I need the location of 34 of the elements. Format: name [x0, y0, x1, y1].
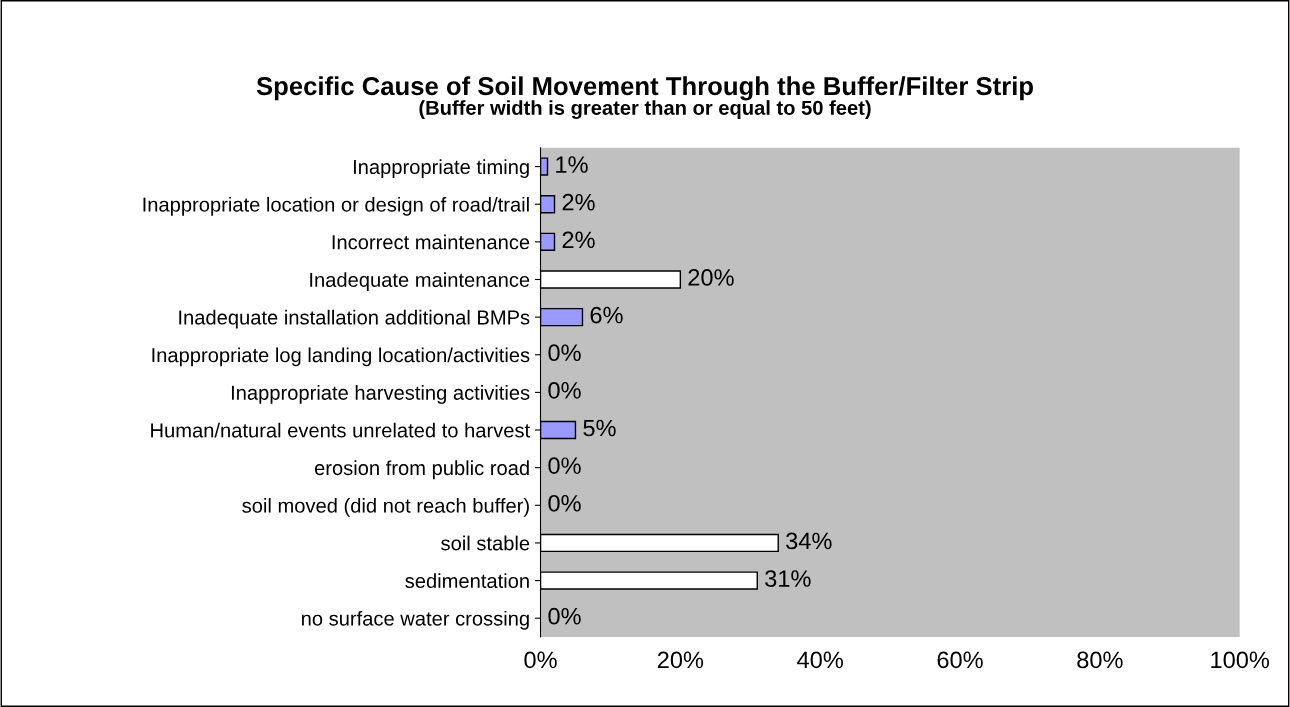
x-tick-label: 40%	[797, 651, 843, 669]
y-tick-label: Inappropriate harvesting activities	[231, 385, 530, 404]
data-label: 6%	[590, 306, 623, 324]
data-label: 1%	[556, 156, 588, 173]
x-tick-label: 100%	[1211, 651, 1270, 669]
data-label: 34%	[786, 532, 832, 550]
data-label: 0%	[548, 607, 581, 625]
x-tick-label: 60%	[937, 651, 983, 669]
data-label: 31%	[765, 570, 811, 587]
data-label: 2%	[562, 193, 595, 211]
y-tick-label: Inadequate installation additional BMPs	[179, 309, 530, 329]
data-label: 20%	[688, 269, 734, 286]
x-tick-label: 80%	[1077, 651, 1123, 669]
x-tick-label: 0%	[524, 651, 557, 669]
data-label: 0%	[548, 382, 581, 399]
y-tick-label: Inappropriate log landing location/activities	[152, 347, 530, 367]
data-label: 0%	[548, 344, 581, 362]
y-tick-label: soil stable	[441, 535, 530, 551]
y-tick-label: Inappropriate location or design of road/trail	[143, 196, 529, 216]
chart-subtitle: (Buffer width is greater than or equal to 50 feet)	[419, 100, 871, 120]
x-tick-label: 20%	[657, 651, 704, 669]
y-tick-label: Inappropriate timing	[353, 159, 529, 179]
chart-title: Specific Cause of Soil Movement Through the Buffer/Filter Strip	[256, 76, 1033, 101]
data-label: 5%	[583, 419, 616, 437]
y-tick-label: Inadequate maintenance	[310, 272, 530, 291]
data-label: 2%	[562, 231, 595, 249]
y-tick-label: no surface water crossing	[301, 610, 529, 630]
y-tick-label: sedimentation	[405, 573, 529, 589]
y-tick-label: erosion from public road	[314, 460, 529, 480]
y-tick-label: Incorrect maintenance	[332, 234, 530, 250]
data-label: 0%	[548, 457, 581, 474]
data-label: 0%	[548, 494, 581, 512]
y-tick-label: soil moved (did not reach buffer)	[242, 497, 529, 517]
y-tick-label: Human/natural events unrelated to harvest	[151, 422, 530, 438]
